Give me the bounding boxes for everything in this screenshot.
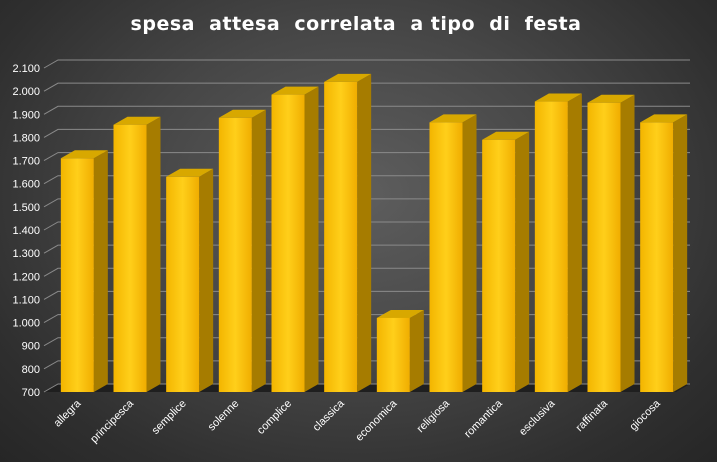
bar-top — [113, 116, 161, 125]
gridline — [43, 383, 690, 393]
x-axis: allegra principesca semplice solenne complic… — [52, 397, 664, 445]
bar-front — [640, 122, 674, 392]
bar-front — [482, 139, 516, 392]
gridline — [43, 267, 690, 277]
bar-top — [482, 131, 530, 140]
x-tick-label: solenne — [206, 398, 242, 434]
bar-top — [376, 309, 424, 318]
x-tick-label: classica — [311, 397, 348, 434]
y-tick-label: 1.600 — [12, 179, 40, 191]
x-tick-label: principesca — [88, 397, 136, 445]
y-tick-label: 700 — [22, 387, 40, 399]
bar — [324, 73, 372, 392]
bar — [376, 309, 424, 392]
x-tick-label: semplice — [150, 398, 189, 437]
y-tick-label: 1.700 — [12, 156, 40, 168]
gridline — [43, 360, 690, 370]
y-tick-label: 1.500 — [12, 202, 40, 214]
bar-side — [567, 93, 582, 393]
gridline — [43, 337, 690, 347]
y-tick-label: 2.000 — [12, 86, 40, 98]
y-tick-label: 800 — [22, 364, 40, 376]
bar — [534, 93, 582, 393]
bar-front — [324, 81, 358, 392]
bar-side — [673, 114, 688, 392]
y-axis: 700 800 900 1.000 1.100 1.200 1.300 1.400 1.500 1… — [12, 63, 40, 399]
bar-front — [60, 158, 94, 392]
bar-top — [534, 93, 582, 102]
bar-front — [166, 176, 200, 392]
x-tick-label: economica — [353, 397, 400, 444]
y-tick-label: 1.100 — [12, 294, 40, 306]
bar-top — [218, 109, 266, 118]
bar-top — [60, 150, 108, 159]
bar-side — [199, 168, 214, 392]
bar-front — [376, 317, 410, 392]
bar-top — [271, 86, 319, 95]
bar-side — [357, 73, 372, 392]
bar-top — [324, 73, 372, 82]
gridline — [43, 175, 690, 185]
bar — [587, 94, 635, 392]
gridline — [43, 82, 690, 92]
bar-side — [304, 86, 319, 392]
y-tick-label: 1.300 — [12, 248, 40, 260]
bar-side — [146, 116, 161, 392]
bar-top — [640, 114, 688, 123]
x-tick-label: romantica — [462, 397, 505, 440]
bar-top — [587, 94, 635, 103]
bar — [640, 114, 688, 392]
y-tick-label: 1.200 — [12, 271, 40, 283]
bar-side — [462, 114, 477, 392]
bar-front — [218, 117, 252, 392]
y-tick-label: 1.900 — [12, 109, 40, 121]
bar-side — [515, 131, 530, 392]
gridline — [43, 198, 690, 208]
bar-side — [251, 109, 266, 392]
bar-front — [587, 102, 621, 392]
gridline — [43, 128, 690, 138]
y-tick-label: 1.000 — [12, 318, 40, 330]
bar-front — [429, 122, 463, 392]
gridline — [43, 152, 690, 162]
chart-title: spesa attesa correlata a tipo di festa — [131, 13, 582, 35]
y-tick-label: 900 — [22, 341, 40, 353]
gridline — [43, 314, 690, 324]
gridlines — [43, 59, 690, 393]
bar-top — [429, 114, 477, 123]
gridline — [43, 105, 690, 115]
bar — [166, 168, 214, 392]
x-tick-label: religiosa — [415, 397, 453, 435]
y-tick-label: 1.800 — [12, 132, 40, 144]
bar — [218, 109, 266, 392]
x-tick-label: complice — [255, 398, 294, 437]
gridline — [43, 290, 690, 300]
bar-side — [620, 94, 635, 392]
gridline — [43, 244, 690, 254]
y-tick-label: 2.100 — [12, 63, 40, 75]
bar-front — [271, 94, 305, 392]
x-tick-label: giocosa — [627, 397, 663, 433]
x-tick-label: allegra — [52, 397, 84, 429]
bar-side — [93, 150, 108, 392]
y-tick-label: 1.400 — [12, 225, 40, 237]
x-tick-label: esclusiva — [517, 397, 558, 438]
gridline — [43, 59, 690, 69]
bar-side — [409, 309, 424, 392]
bar — [60, 150, 108, 392]
bar — [482, 131, 530, 392]
bar — [113, 116, 161, 392]
bar — [271, 86, 319, 392]
gridline — [43, 221, 690, 231]
bar-front — [113, 124, 147, 392]
x-tick-label: raffinata — [574, 397, 611, 434]
bars — [60, 73, 688, 393]
bar — [429, 114, 477, 392]
bar-front — [534, 101, 568, 393]
bar-top — [166, 168, 214, 177]
